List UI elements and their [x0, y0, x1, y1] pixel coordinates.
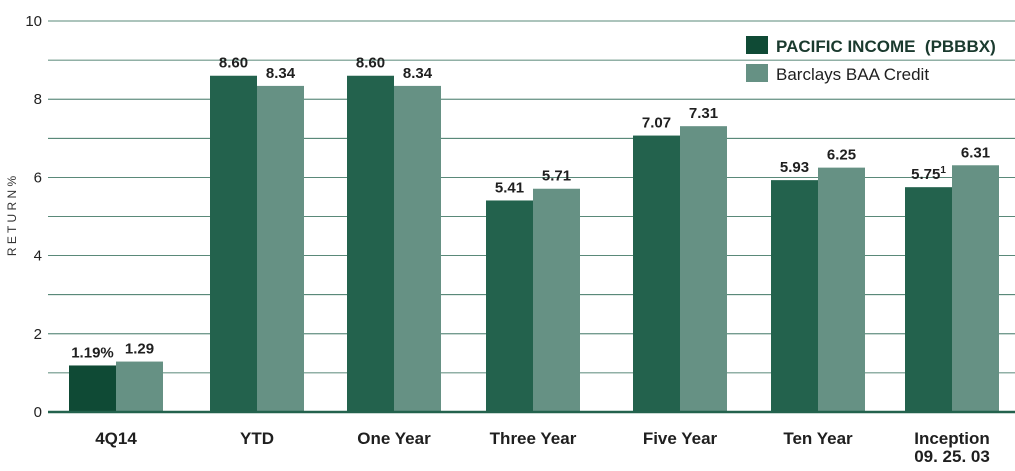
bar-barclays-baa [394, 85, 441, 412]
category-label: Three Year [490, 429, 577, 448]
category-label: Five Year [643, 429, 718, 448]
value-label-barclays-baa: 6.25 [827, 147, 856, 164]
value-label-pacific-income: 1.19% [71, 344, 114, 361]
category-label: Ten Year [783, 429, 853, 448]
value-label-barclays-baa: 6.31 [961, 144, 990, 161]
value-label-barclays-baa: 1.29 [125, 341, 154, 358]
bar-barclays-baa [680, 126, 727, 412]
category-label: YTD [240, 429, 274, 448]
y-axis-ticks: 0 2 4 6 8 10 [25, 13, 42, 421]
value-label-pacific-income: 8.60 [219, 55, 248, 72]
value-label-barclays-baa: 5.71 [542, 168, 571, 185]
y-tick-label: 4 [34, 248, 42, 265]
bar-barclays-baa [257, 85, 304, 412]
bar-barclays-baa [818, 167, 865, 412]
value-labels: 1.19% 1.29 8.60 8.34 8.60 8.34 5.41 5.71 7.07 7.3… [71, 55, 990, 362]
value-label-barclays-baa: 8.34 [403, 65, 433, 82]
bar-pacific-income [771, 180, 818, 412]
y-axis-label: R E T U R N % [5, 176, 19, 257]
bar-barclays-baa [116, 361, 163, 412]
bar-barclays-baa [952, 165, 999, 412]
category-label: One Year [357, 429, 431, 448]
value-label-pacific-income: 5.93 [780, 159, 809, 176]
bar-barclays-baa [533, 188, 580, 412]
bar-pacific-income [347, 75, 394, 413]
y-tick-label: 10 [25, 13, 42, 30]
legend: PACIFIC INCOME (PBBBX) Barclays BAA Credi… [746, 36, 996, 84]
bars [69, 75, 999, 413]
value-label-pacific-income: 5.751 [911, 165, 946, 183]
legend-swatch-pacific-income [746, 36, 768, 54]
value-label-pacific-income: 8.60 [356, 55, 385, 72]
value-label-pacific-income: 7.07 [642, 115, 671, 132]
y-tick-label: 6 [34, 169, 42, 186]
legend-label-pacific-income: PACIFIC INCOME (PBBBX) [776, 37, 996, 56]
bar-pacific-income [69, 365, 116, 412]
y-tick-label: 0 [34, 404, 42, 421]
value-label-pacific-income: 5.41 [495, 179, 524, 196]
category-label: 4Q14 [95, 429, 137, 448]
bar-pacific-income [210, 75, 257, 413]
bar-pacific-income [633, 135, 680, 413]
legend-swatch-barclays-baa [746, 64, 768, 82]
bar-pacific-income [486, 200, 533, 412]
y-tick-label: 2 [34, 326, 42, 343]
category-labels: 4Q14 YTD One Year Three Year Five Year Ten Ye… [95, 429, 990, 466]
legend-label-barclays-baa: Barclays BAA Credit [776, 65, 929, 84]
bar-pacific-income [905, 187, 952, 412]
value-label-barclays-baa: 8.34 [266, 65, 296, 82]
y-tick-label: 8 [34, 91, 42, 108]
value-label-barclays-baa: 7.31 [689, 105, 718, 122]
category-label: Inception 09. 25. 03 [914, 429, 990, 466]
